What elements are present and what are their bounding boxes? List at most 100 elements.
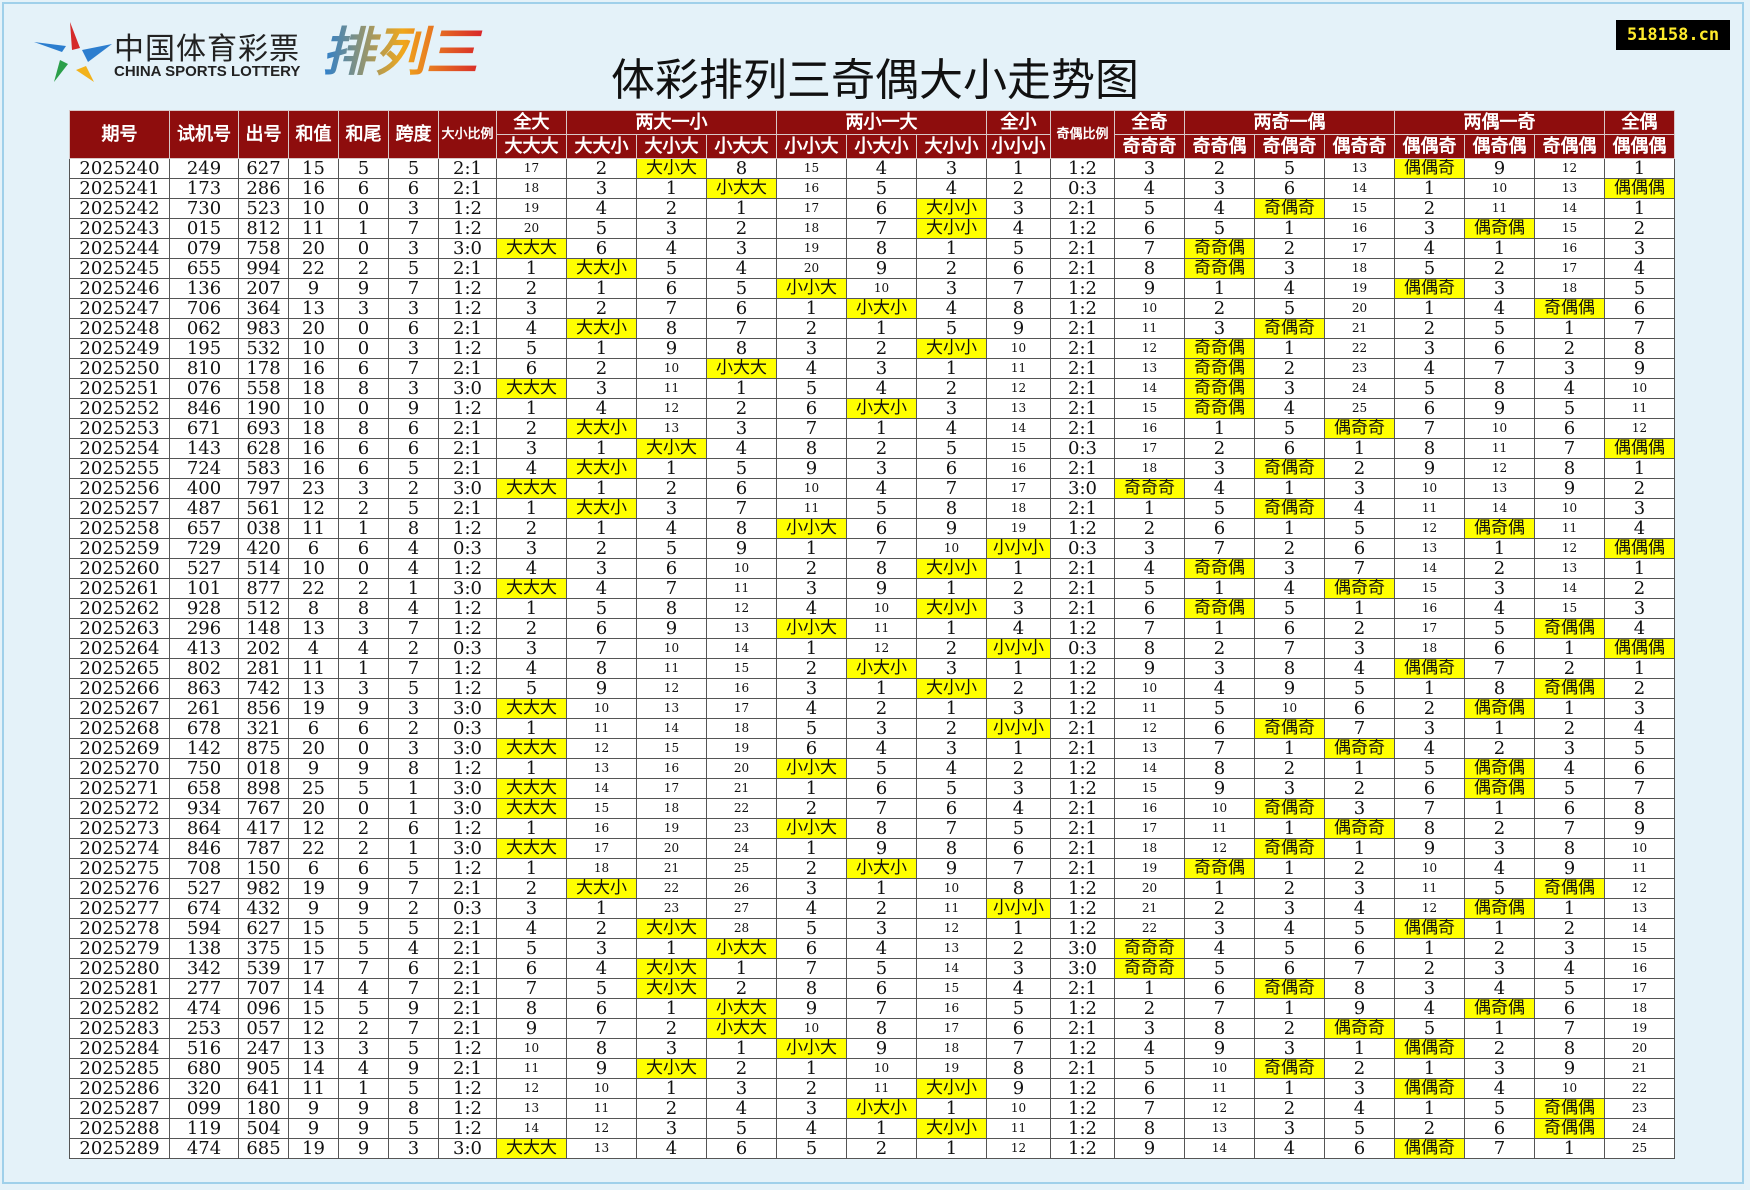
cell: 7 [986,858,1051,879]
cell: 3 [388,378,439,399]
cell: 2 [1324,1058,1395,1079]
cell: 730 [169,198,239,219]
cell: 4 [916,178,987,199]
cell: 4 [496,558,567,579]
cell: 10 [706,558,777,579]
hit-cell: 奇偶奇 [1254,458,1325,479]
cell: 1 [846,418,917,439]
cell: 3 [338,618,389,639]
cell: 14 [1534,198,1605,219]
cell: 1 [1184,878,1255,899]
cell: 321 [238,718,289,739]
cell: 4 [986,798,1051,819]
cell: 2:1 [1050,498,1115,519]
hit-cell: 大大大 [496,238,567,259]
cell: 3 [338,298,389,319]
hit-cell: 偶偶奇 [1394,1078,1465,1099]
cell: 1 [1534,898,1605,919]
hit-cell: 偶奇奇 [1324,738,1395,759]
cell: 1 [496,718,567,739]
cell: 9 [846,258,917,279]
cell: 6 [1464,638,1535,659]
cell: 3 [846,918,917,939]
cell: 6 [388,418,439,439]
draw-row: 2025257 487 561 12 2 5 2:1 1 大大小 3 7 11 5 8 18 2:1 1 5 奇偶奇… [69,498,1675,519]
cell: 4 [566,578,637,599]
cell: 4 [986,978,1051,999]
draw-row: 2025280 342 539 17 7 6 2:1 6 4 大小大 1 7 5 14 3 3:0 奇奇奇 5 6 7… [69,958,1675,979]
cell: 1:2 [438,818,497,839]
cell: 20 [1324,298,1395,319]
cell: 3 [1184,458,1255,479]
cell: 7 [1534,1018,1605,1039]
column-group-header: 两偶一奇 [1394,110,1605,135]
hit-cell: 偶奇奇 [1324,418,1395,439]
cell: 3 [916,158,987,179]
cell: 810 [169,358,239,379]
cell: 1:2 [1050,678,1115,699]
cell: 2 [1534,918,1605,939]
cell: 2:1 [438,158,497,179]
column-header: 奇偶奇 [1254,134,1325,159]
cell: 1:2 [1050,618,1115,639]
cell: 13 [916,938,987,959]
cell: 16 [986,458,1051,479]
hit-cell: 大小大 [636,978,707,999]
hit-cell: 大大小 [566,498,637,519]
cell: 1:2 [1050,778,1115,799]
cell: 0 [338,558,389,579]
cell: 249 [169,158,239,179]
cell: 3 [1254,378,1325,399]
cell: 2 [1534,658,1605,679]
cell: 0:3 [1050,538,1115,559]
cell: 11 [846,1078,917,1099]
cell: 5 [846,498,917,519]
cell: 9 [1604,358,1675,379]
cell: 7 [776,418,847,439]
cell: 16 [1534,238,1605,259]
cell: 1:2 [438,618,497,639]
cell: 2 [1324,778,1395,799]
cell: 5 [916,438,987,459]
cell: 17 [1534,258,1605,279]
column-header: 大大小 [566,134,637,159]
cell: 5 [388,498,439,519]
cell: 1:2 [438,678,497,699]
cell: 6 [636,278,707,299]
cell: 3:0 [438,478,497,499]
cell: 6 [496,358,567,379]
cell: 3 [636,1038,707,1059]
cell: 7 [636,298,707,319]
cell: 5 [1534,398,1605,419]
cell: 1 [1324,838,1395,859]
cell: 1 [1464,238,1535,259]
cell: 9 [916,518,987,539]
trend-table: 期号 试机号 出号 和值 和尾 跨度 大小比例 全大 两大一小 两小一大 全小 奇偶比例 全奇 两奇一偶两… [69,110,1675,1159]
cell: 1:2 [1050,278,1115,299]
cell: 2 [1254,238,1325,259]
cell: 17 [288,958,339,979]
cell: 11 [566,1098,637,1119]
cell: 5 [986,238,1051,259]
cell: 3 [1324,798,1395,819]
cell: 1:2 [438,758,497,779]
cell: 5 [1184,958,1255,979]
cell: 5 [1394,258,1465,279]
logo-game-text: 排列三 [322,23,483,82]
cell: 2:1 [438,878,497,899]
hit-cell: 奇偶偶 [1534,1118,1605,1139]
cell: 561 [238,498,289,519]
cell: 2 [1394,958,1465,979]
logo-mark [34,22,112,82]
cell: 015 [169,218,239,239]
cell: 6 [1254,178,1325,199]
cell: 5 [1394,1018,1465,1039]
cell: 4 [916,758,987,779]
draw-row: 2025278 594 627 15 5 5 2:1 4 2 大小大 28 5 3 12 1 1:2 22 3 4 5… [69,918,1675,939]
cell: 14 [1464,498,1535,519]
cell: 11 [1534,518,1605,539]
cell: 1 [776,838,847,859]
cell: 5 [846,958,917,979]
hit-cell: 奇偶偶 [1534,678,1605,699]
hit-cell: 小小大 [776,618,847,639]
